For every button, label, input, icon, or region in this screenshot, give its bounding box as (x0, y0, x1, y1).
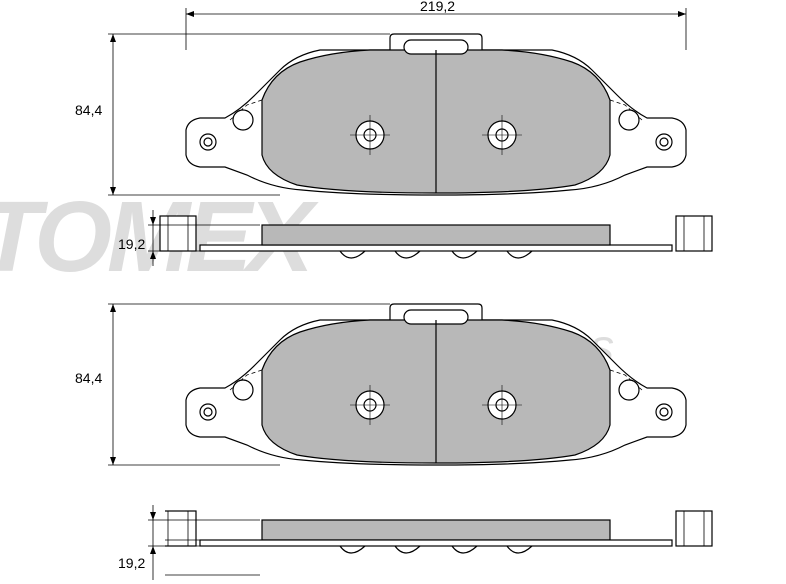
brake-pad-bottom (186, 304, 686, 465)
brake-pad-bottom-side (160, 511, 712, 553)
technical-drawing (0, 0, 786, 584)
brake-pad-top (186, 34, 686, 195)
brake-pad-top-side (160, 216, 712, 258)
diagram-container: TOMEX brakes 219,2 84,4 19,2 84,4 19,2 (0, 0, 786, 584)
